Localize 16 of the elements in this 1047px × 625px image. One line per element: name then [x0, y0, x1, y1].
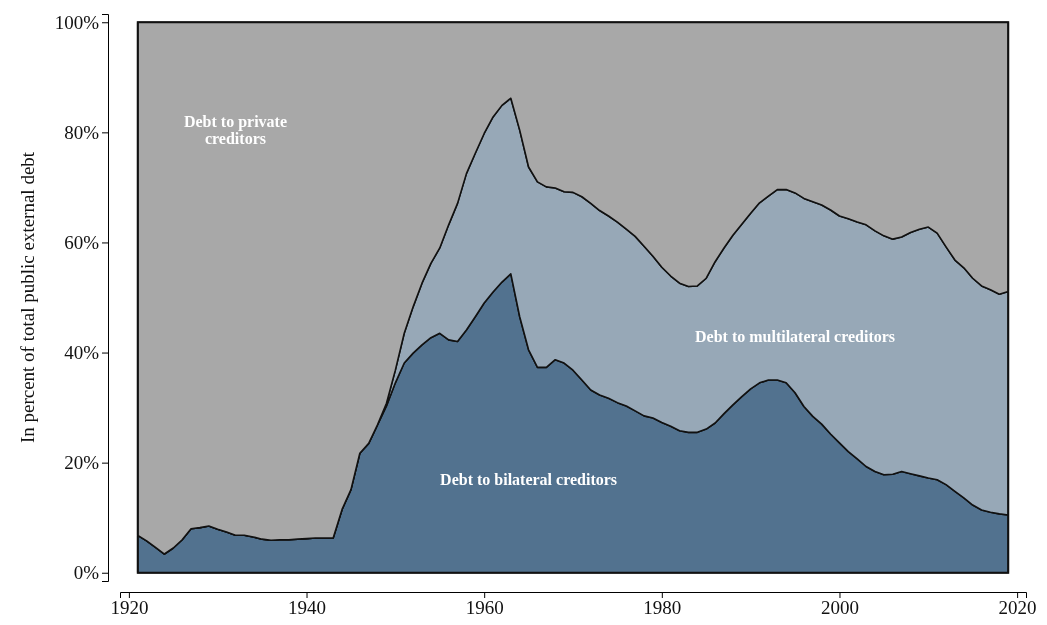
- series-label: Debt to multilateral creditors: [695, 327, 896, 345]
- x-tick-label: 2000: [820, 597, 859, 619]
- y-tick-label: 100%: [54, 11, 100, 33]
- y-axis-title: In percent of total public external debt: [17, 151, 38, 444]
- x-tick-label: 2020: [998, 597, 1037, 619]
- series-label: Debt to bilateral creditors: [440, 470, 618, 488]
- x-tick-label: 1980: [643, 597, 682, 619]
- x-tick-label: 1940: [288, 597, 327, 619]
- y-tick-label: 20%: [64, 452, 100, 474]
- y-tick-label: 60%: [64, 232, 100, 254]
- series-label: Debt to private creditors: [183, 112, 288, 147]
- y-tick-label: 80%: [64, 121, 100, 143]
- y-tick-label: 0%: [73, 562, 100, 584]
- x-tick-label: 1960: [465, 597, 504, 619]
- y-tick-label: 40%: [64, 342, 100, 364]
- x-tick-label: 1920: [110, 597, 149, 619]
